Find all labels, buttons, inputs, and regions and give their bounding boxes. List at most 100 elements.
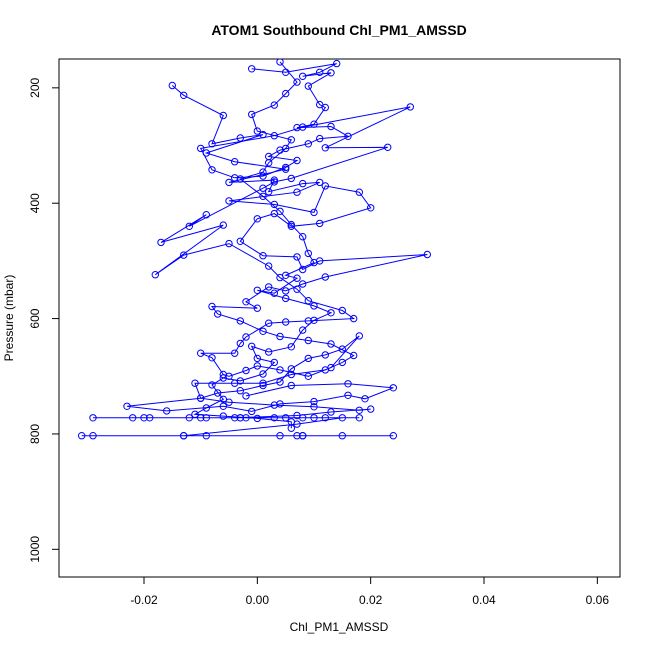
data-point (225, 197, 233, 205)
y-tick-label: 600 (28, 308, 42, 328)
data-point (310, 258, 318, 267)
series-line (126, 63, 411, 412)
data-point (304, 354, 312, 363)
data-point (310, 414, 318, 422)
data-point (338, 358, 346, 367)
data-point (236, 377, 245, 385)
data-point (316, 219, 324, 228)
data-point (242, 392, 250, 400)
data-point (197, 349, 205, 357)
data-point (293, 123, 301, 132)
data-point (310, 397, 318, 406)
data-point (304, 140, 312, 148)
data-point (270, 132, 278, 140)
data-point (282, 287, 290, 295)
data-point (299, 432, 307, 440)
data-series-1 (78, 81, 431, 440)
data-point (180, 251, 188, 259)
data-point (276, 400, 284, 408)
data-point (259, 184, 267, 192)
data-point (338, 432, 346, 440)
data-point (248, 407, 256, 416)
data-point (293, 274, 301, 282)
data-point (248, 110, 256, 119)
x-axis: -0.02 0.00 0.02 0.04 0.06 (130, 576, 609, 607)
data-point (310, 208, 318, 217)
data-point (276, 207, 284, 216)
data-point (361, 395, 369, 403)
data-point (299, 280, 307, 288)
data-point (293, 253, 301, 261)
data-point (185, 222, 194, 231)
data-point (293, 156, 301, 165)
data-point (270, 414, 278, 422)
data-point (140, 414, 148, 422)
data-point (236, 175, 245, 183)
data-point (259, 327, 267, 335)
data-point (180, 91, 188, 100)
data-point (208, 354, 216, 362)
data-point (287, 220, 295, 229)
data-point (236, 317, 245, 325)
data-point (282, 294, 290, 303)
data-point (276, 332, 284, 341)
y-tick-label: 1000 (28, 536, 42, 563)
data-point (282, 318, 290, 326)
data-point (129, 414, 137, 422)
data-point (338, 306, 346, 315)
data-point (202, 432, 211, 440)
data-point (299, 233, 307, 241)
data-point (270, 289, 278, 297)
data-point (259, 168, 267, 176)
x-tick-label: 0.04 (472, 593, 496, 607)
data-point (197, 394, 205, 402)
data-point (355, 414, 363, 422)
data-point (287, 136, 295, 144)
data-point (355, 332, 363, 340)
data-point (231, 174, 239, 182)
data-point (219, 412, 228, 420)
y-tick-label: 800 (28, 424, 42, 444)
data-point (191, 410, 199, 418)
data-point (389, 384, 397, 392)
data-point (321, 103, 329, 112)
x-tick-label: -0.02 (130, 593, 158, 607)
data-point (253, 414, 261, 423)
data-point (276, 59, 284, 66)
data-point (208, 140, 216, 148)
data-point (384, 143, 392, 152)
chart-title: ATOM1 Southbound Chl_PM1_AMSSD (211, 22, 466, 38)
data-point (219, 374, 228, 382)
data-point (89, 414, 97, 422)
data-point (270, 101, 278, 109)
data-point (304, 317, 312, 325)
data-point (327, 340, 335, 348)
data-point (338, 345, 346, 353)
data-point (270, 401, 278, 409)
data-point (202, 211, 211, 219)
data-point (265, 319, 273, 327)
data-point (321, 144, 329, 152)
data-point (310, 403, 318, 411)
y-axis: 200 400 600 800 1000 (28, 78, 60, 563)
data-point (282, 89, 290, 98)
data-point (321, 414, 329, 422)
data-point (89, 432, 97, 440)
data-point (259, 192, 267, 201)
data-point (259, 379, 267, 387)
data-point (157, 238, 165, 247)
data-point (389, 432, 397, 440)
y-tick-label: 400 (28, 193, 42, 213)
data-point (287, 174, 295, 183)
data-point (316, 100, 324, 109)
data-point (350, 351, 358, 360)
data-point (304, 336, 312, 345)
data-point (253, 362, 261, 370)
data-point (282, 163, 290, 172)
data-point (242, 298, 250, 306)
data-point (293, 285, 301, 293)
data-point (270, 200, 278, 209)
data-point (321, 182, 329, 190)
data-point (236, 237, 245, 246)
